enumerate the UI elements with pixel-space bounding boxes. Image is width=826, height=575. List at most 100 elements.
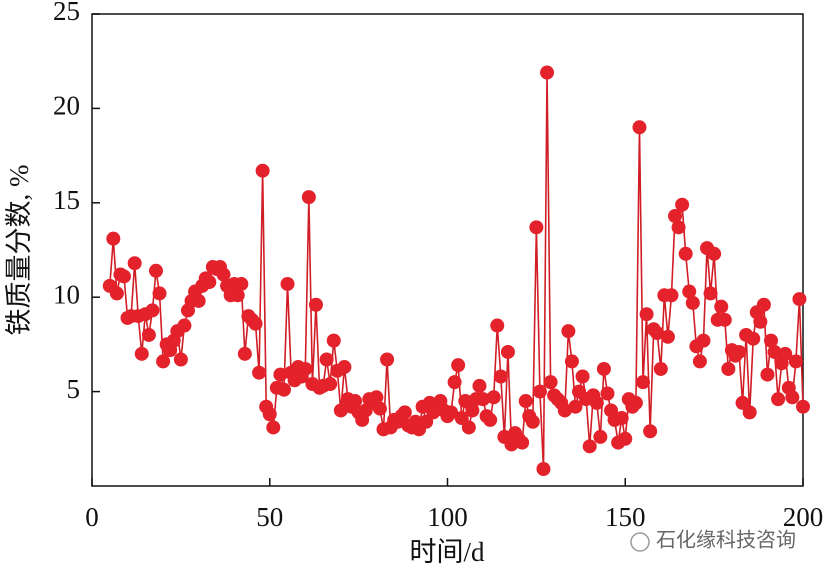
data-point xyxy=(756,297,771,312)
data-point xyxy=(767,344,782,359)
x-tick-label: 200 xyxy=(783,502,824,532)
watermark-icon xyxy=(630,532,650,552)
data-point xyxy=(319,352,334,367)
data-point xyxy=(255,163,270,178)
x-tick-label: 50 xyxy=(256,502,283,532)
data-point xyxy=(600,386,615,401)
data-point xyxy=(116,269,131,284)
data-point xyxy=(532,384,547,399)
data-point xyxy=(323,377,338,392)
data-point xyxy=(568,399,583,414)
data-point xyxy=(525,414,540,429)
data-point xyxy=(746,331,761,346)
data-point xyxy=(742,405,757,420)
data-point xyxy=(109,286,124,301)
data-point xyxy=(127,256,142,271)
data-point xyxy=(561,324,576,339)
data-point xyxy=(156,354,171,369)
data-point xyxy=(582,439,597,454)
data-point xyxy=(465,403,480,418)
y-axis-label: 铁质量分数, % xyxy=(4,165,34,336)
data-point xyxy=(721,361,736,376)
data-point xyxy=(614,411,629,426)
data-point xyxy=(650,326,665,341)
data-point xyxy=(280,276,295,291)
data-point xyxy=(671,220,686,235)
data-point xyxy=(675,197,690,212)
data-point xyxy=(444,405,459,420)
data-point xyxy=(778,346,793,361)
data-point xyxy=(628,395,643,410)
data-point xyxy=(134,346,149,361)
data-point xyxy=(326,333,341,348)
data-point xyxy=(173,352,188,367)
data-point xyxy=(753,314,768,329)
data-point xyxy=(639,307,654,322)
data-point xyxy=(337,360,352,375)
data-point xyxy=(575,369,590,384)
data-point xyxy=(451,358,466,373)
data-point xyxy=(564,354,579,369)
data-point xyxy=(252,365,267,380)
data-point xyxy=(732,344,747,359)
data-point xyxy=(717,312,732,327)
data-point xyxy=(589,395,604,410)
data-point xyxy=(333,403,348,418)
data-point xyxy=(301,190,316,205)
data-point xyxy=(369,390,384,405)
data-point xyxy=(276,382,291,397)
data-point xyxy=(678,246,693,261)
data-point xyxy=(191,293,206,308)
data-point xyxy=(216,267,231,282)
data-point xyxy=(483,412,498,427)
data-point xyxy=(593,429,608,444)
data-point xyxy=(447,375,462,390)
data-point xyxy=(636,375,651,390)
data-point xyxy=(543,375,558,390)
data-point xyxy=(273,367,288,382)
data-point xyxy=(266,420,281,435)
data-point xyxy=(486,390,501,405)
x-tick-label: 150 xyxy=(605,502,646,532)
data-point xyxy=(490,318,505,333)
y-tick-label: 25 xyxy=(53,0,80,26)
data-point xyxy=(529,220,544,235)
data-point xyxy=(664,288,679,303)
data-point xyxy=(152,286,167,301)
data-point xyxy=(596,361,611,376)
data-point xyxy=(692,354,707,369)
data-point xyxy=(536,462,551,477)
data-point xyxy=(796,399,810,414)
watermark: 石化缘科技咨询 xyxy=(656,529,796,552)
data-point xyxy=(141,327,156,342)
data-point xyxy=(476,392,491,407)
data-point xyxy=(771,392,786,407)
data-point xyxy=(148,263,163,278)
data-point xyxy=(177,318,192,333)
data-point xyxy=(262,407,277,422)
data-point xyxy=(230,288,245,303)
data-point xyxy=(685,295,700,310)
data-point xyxy=(760,367,775,382)
data-point xyxy=(703,286,718,301)
data-point xyxy=(234,276,249,291)
data-point xyxy=(785,390,800,405)
data-point xyxy=(145,303,160,318)
data-point xyxy=(372,401,387,416)
data-point xyxy=(202,275,217,290)
data-point xyxy=(792,292,807,307)
y-tick-label: 15 xyxy=(53,185,80,215)
data-point xyxy=(714,299,729,314)
data-point xyxy=(660,329,675,344)
y-tick-label: 5 xyxy=(67,374,81,404)
data-point xyxy=(707,246,722,261)
data-point xyxy=(348,394,363,409)
data-point xyxy=(653,361,668,376)
data-point xyxy=(493,369,508,384)
data-point xyxy=(106,231,121,246)
data-point xyxy=(557,403,572,418)
data-point xyxy=(237,346,252,361)
x-axis-label: 时间/d xyxy=(409,537,485,567)
y-tick-label: 20 xyxy=(53,91,80,121)
data-point xyxy=(380,352,395,367)
